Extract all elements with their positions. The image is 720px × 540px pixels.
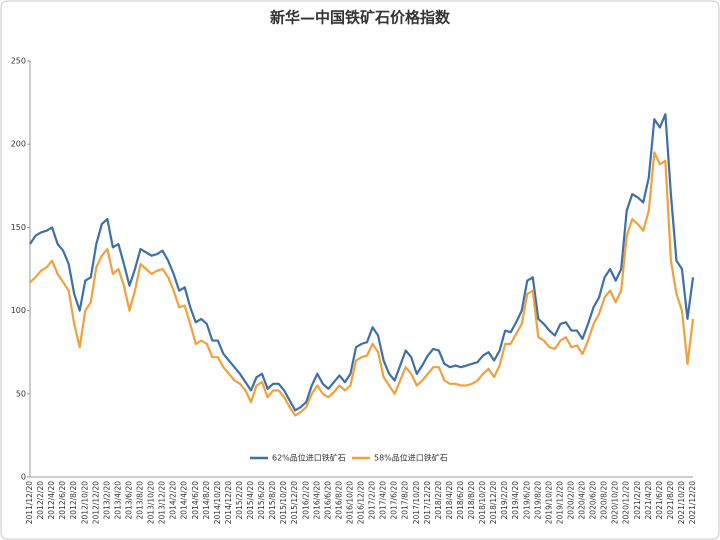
x-tick-label: 2017/10/20 — [412, 481, 421, 524]
x-tick-label: 2016/6/20 — [323, 481, 332, 520]
series-line — [29, 151, 695, 417]
x-tick-label: 2017/12/20 — [423, 481, 432, 524]
x-tick-label: 2017/8/20 — [401, 481, 410, 520]
x-tick-label: 2019/10/20 — [544, 481, 553, 524]
x-tick-label: 2012/6/20 — [58, 481, 67, 520]
x-tick-label: 2021/10/20 — [677, 481, 686, 524]
x-tick-label: 2020/10/20 — [611, 481, 620, 524]
legend-label: 62%品位进口铁矿石 — [272, 453, 346, 463]
x-tick-label: 2012/8/20 — [69, 481, 78, 520]
x-tick-label: 2015/10/20 — [279, 481, 288, 524]
x-tick-label: 2021/6/20 — [655, 481, 664, 520]
x-tick-label: 2017/4/20 — [379, 481, 388, 520]
x-tick-label: 2015/8/20 — [268, 481, 277, 520]
x-tick-label: 2011/12/20 — [25, 481, 34, 524]
x-tick-label: 2020/4/20 — [578, 481, 587, 520]
x-tick-label: 2021/4/20 — [644, 481, 653, 520]
x-tick-label: 2016/2/20 — [301, 481, 310, 520]
x-tick-label: 2020/2/20 — [566, 481, 575, 520]
legend-label: 58%品位进口铁矿石 — [374, 453, 448, 463]
y-tick-label: 50 — [16, 389, 26, 398]
x-tick-label: 2020/12/20 — [622, 481, 631, 524]
x-tick-label: 2014/2/20 — [169, 481, 178, 520]
x-tick-label: 2016/8/20 — [334, 481, 343, 520]
x-tick-label: 2020/6/20 — [589, 481, 598, 520]
x-tick-label: 2013/2/20 — [102, 481, 111, 520]
x-tick-label: 2013/10/20 — [147, 481, 156, 524]
x-tick-label: 2021/12/20 — [688, 481, 697, 524]
x-tick-label: 2014/4/20 — [180, 481, 189, 520]
x-tick-label: 2019/2/20 — [500, 481, 509, 520]
y-tick-label: 200 — [11, 140, 26, 149]
series-line — [29, 113, 695, 412]
x-tick-label: 2012/2/20 — [36, 481, 45, 520]
x-tick-label: 2014/12/20 — [224, 481, 233, 524]
x-tick-label: 2021/8/20 — [666, 481, 675, 520]
x-tick-label: 2014/6/20 — [191, 481, 200, 520]
x-tick-label: 2020/8/20 — [600, 481, 609, 520]
x-tick-label: 2015/12/20 — [290, 481, 299, 524]
x-tick-label: 2018/6/20 — [456, 481, 465, 520]
x-tick-label: 2017/2/20 — [368, 481, 377, 520]
x-tick-label: 2018/8/20 — [467, 481, 476, 520]
y-tick-label: 250 — [11, 57, 26, 66]
x-tick-label: 2016/12/20 — [357, 481, 366, 524]
x-tick-label: 2021/2/20 — [633, 481, 642, 520]
y-tick-label: 150 — [11, 223, 26, 232]
x-tick-label: 2012/4/20 — [47, 481, 56, 520]
x-tick-label: 2013/6/20 — [124, 481, 133, 520]
x-tick-label: 2017/6/20 — [390, 481, 399, 520]
x-tick-label: 2019/6/20 — [522, 481, 531, 520]
x-tick-label: 2016/4/20 — [312, 481, 321, 520]
x-tick-label: 2019/12/20 — [555, 481, 564, 524]
y-tick-label: 0 — [21, 473, 26, 482]
x-tick-label: 2013/4/20 — [113, 481, 122, 520]
x-tick-label: 2019/4/20 — [511, 481, 520, 520]
x-tick-label: 2014/8/20 — [202, 481, 211, 520]
x-tick-label: 2013/8/20 — [136, 481, 145, 520]
x-tick-label: 2015/6/20 — [257, 481, 266, 520]
x-tick-label: 2012/10/20 — [80, 481, 89, 524]
x-tick-label: 2014/10/20 — [213, 481, 222, 524]
y-tick-label: 100 — [11, 306, 26, 315]
x-tick-label: 2018/2/20 — [434, 481, 443, 520]
chart-title: 新华—中国铁矿石价格指数 — [270, 9, 451, 27]
x-tick-label: 2018/4/20 — [445, 481, 454, 520]
x-tick-label: 2018/12/20 — [489, 481, 498, 524]
x-tick-label: 2012/12/20 — [91, 481, 100, 524]
x-tick-label: 2019/8/20 — [533, 481, 542, 520]
x-tick-label: 2015/4/20 — [246, 481, 255, 520]
x-tick-label: 2018/10/20 — [478, 481, 487, 524]
x-tick-label: 2016/10/20 — [345, 481, 354, 524]
x-tick-label: 2013/12/20 — [158, 481, 167, 524]
x-tick-label: 2015/2/20 — [235, 481, 244, 520]
